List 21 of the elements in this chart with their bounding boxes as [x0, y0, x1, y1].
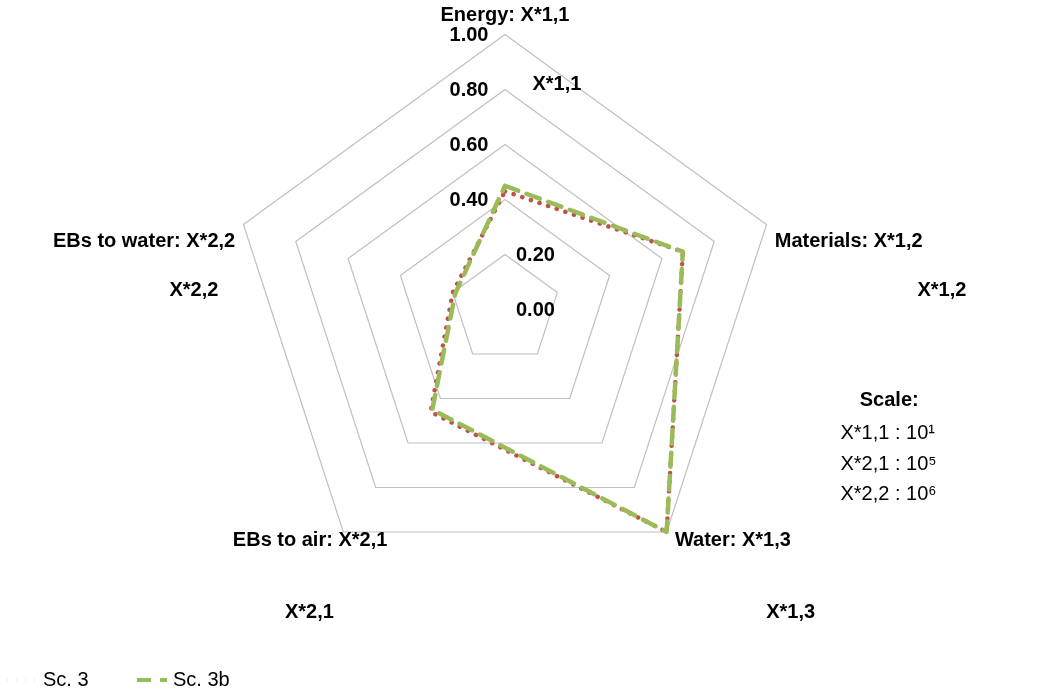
y-tick-label: 0.40 [449, 187, 489, 210]
text: X*2,1 [285, 600, 334, 622]
text: X*1,1 : 10¹ [840, 421, 936, 444]
spoke-label: Materials: X*1,2 [774, 229, 923, 252]
text: Scale: [859, 388, 919, 411]
y-tick-label: 0.60 [449, 132, 489, 155]
spoke-label: EBs to water: X*2,2 [52, 229, 236, 252]
spoke-label: EBs to air: X*2,1 [232, 528, 388, 551]
spoke-label: Water: X*1,3 [674, 528, 791, 551]
y-tick-label: 0.20 [516, 242, 555, 265]
legend-label: Sc. 3 [43, 668, 89, 690]
text: X*2,1 : 10⁵ [840, 451, 937, 474]
legend-label: Sc. 3b [173, 668, 230, 690]
text: X*1,3 [766, 600, 816, 622]
text: X*2,2 [169, 278, 219, 301]
y-tick-label: 0.00 [516, 297, 555, 320]
spoke-label: Energy: X*1,1 [440, 3, 570, 26]
y-tick-label: 0.80 [449, 77, 489, 100]
text: X*1,2 [917, 278, 967, 301]
text: X*1,1 [532, 72, 582, 94]
text: X*2,2 : 10⁶ [840, 481, 937, 504]
